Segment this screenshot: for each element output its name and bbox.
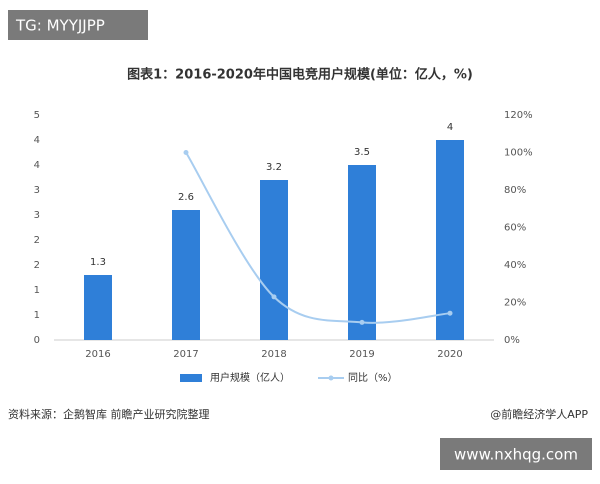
badge: TG: MYYJJPP bbox=[15, 17, 105, 35]
y-tick-label: 2 bbox=[34, 260, 40, 271]
site-box bbox=[440, 438, 592, 470]
y2-tick-label: 0% bbox=[504, 335, 520, 346]
y-tick-label: 4 bbox=[34, 135, 40, 146]
bar bbox=[84, 275, 112, 340]
y-tick-label: 3 bbox=[34, 185, 40, 196]
bar bbox=[260, 180, 288, 340]
legend-swatch bbox=[180, 374, 202, 382]
y2-tick-label: 60% bbox=[504, 223, 526, 234]
y-tick-label: 4 bbox=[34, 160, 40, 171]
line-marker bbox=[447, 310, 453, 316]
x-tick-label: 2018 bbox=[261, 349, 286, 360]
data-label: 4 bbox=[447, 122, 453, 133]
y2-tick-label: 120% bbox=[504, 110, 533, 121]
x-tick-label: 2019 bbox=[349, 349, 374, 360]
source: 资料来源：企鹅智库 前瞻产业研究院整理 bbox=[8, 407, 210, 421]
y2-tick-label: 100% bbox=[504, 148, 533, 159]
line-marker bbox=[183, 150, 189, 155]
site: www.nxhqg.com bbox=[454, 446, 578, 464]
x-tick-label: 2016 bbox=[85, 349, 110, 360]
line-marker bbox=[359, 319, 365, 325]
data-label: 3.5 bbox=[354, 147, 370, 158]
y-tick-label: 2 bbox=[34, 235, 40, 246]
y2-tick-label: 20% bbox=[504, 298, 526, 309]
y-tick-label: 0 bbox=[34, 335, 40, 346]
bar bbox=[436, 140, 464, 340]
y-tick-label: 1 bbox=[34, 285, 40, 296]
data-label: 1.3 bbox=[90, 257, 106, 268]
line-marker bbox=[271, 294, 277, 300]
data-label: 2.6 bbox=[178, 192, 194, 203]
y2-tick-label: 40% bbox=[504, 260, 526, 271]
chart-title: 图表1：2016-2020年中国电竞用户规模(单位：亿人，%) bbox=[127, 67, 473, 83]
y2-tick-label: 80% bbox=[504, 185, 526, 196]
x-tick-label: 2020 bbox=[437, 349, 462, 360]
badge-box bbox=[8, 10, 148, 40]
legend-swatch bbox=[328, 375, 334, 381]
legend-label: 用户规模（亿人） bbox=[210, 371, 290, 384]
line bbox=[185, 151, 451, 324]
legend-label: 同比（%） bbox=[348, 372, 398, 384]
brand: @前瞻经济学人APP bbox=[490, 407, 588, 421]
x-tick-label: 2017 bbox=[173, 349, 198, 360]
data-label: 3.2 bbox=[266, 162, 282, 173]
bar bbox=[348, 165, 376, 340]
y-tick-label: 3 bbox=[34, 210, 40, 221]
y-tick-label: 1 bbox=[34, 310, 40, 321]
y-tick-label: 5 bbox=[34, 110, 40, 121]
bar bbox=[172, 210, 200, 340]
